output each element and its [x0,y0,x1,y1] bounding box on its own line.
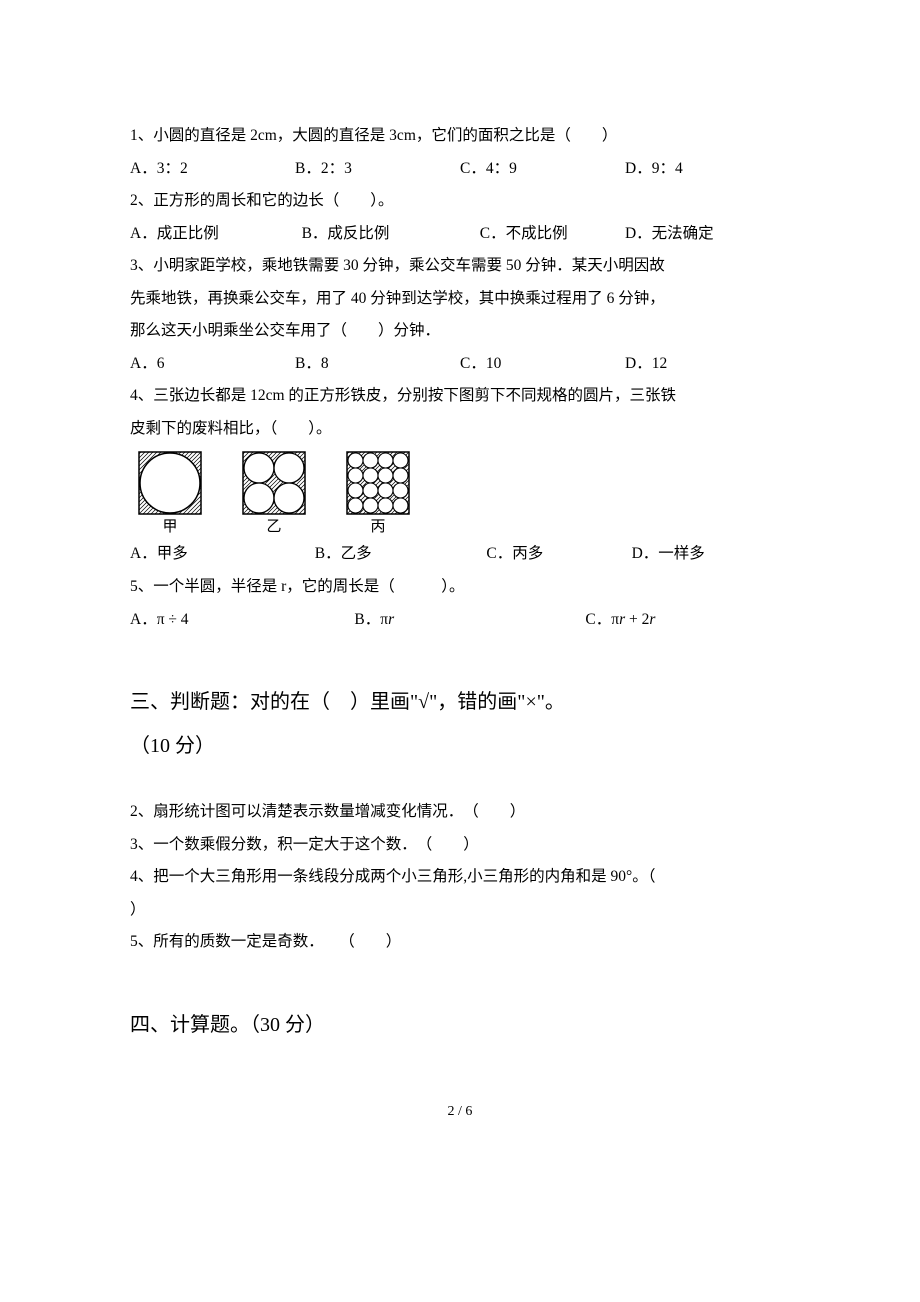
section-3-heading-l2: （10 分） [130,724,790,768]
q2-opt-a: A．成正比例 [130,218,302,251]
q4-line2: 皮剩下的废料相比，（ ）。 [130,413,790,446]
q1-opt-a: A．3：2 [130,153,295,186]
judge-4a: 4、把一个大三角形用一条线段分成两个小三角形,小三角形的内角和是 90°。（ [130,861,790,894]
square-one-circle-icon [138,451,202,515]
q2-opt-c: C．不成比例 [480,218,625,251]
q4-fig-yi-label: 乙 [266,517,281,538]
q5-opt-a: A．π ÷ 4 [130,604,354,637]
q3-options: A．6 B．8 C．10 D．12 [130,348,790,381]
q4-options: A．甲多 B．乙多 C．丙多 D．一样多 [130,538,790,571]
q4-opt-c: C．丙多 [486,538,631,571]
q5-opt-c: C．πr + 2r [585,604,790,637]
q2-text: 2、正方形的周长和它的边长（ ）。 [130,185,790,218]
judge-3: 3、一个数乘假分数，积一定大于这个数． （ ） [130,829,790,862]
judge-5: 5、所有的质数一定是奇数． （ ） [130,926,790,959]
q4-opt-b: B．乙多 [315,538,487,571]
q3-line2: 先乘地铁，再换乘公交车，用了 40 分钟到达学校，其中换乘过程用了 6 分钟， [130,283,790,316]
q3-opt-b: B．8 [295,348,460,381]
section-4-heading: 四、计算题。（30 分） [130,1003,790,1047]
q3-line1: 3、小明家距学校，乘地铁需要 30 分钟，乘公交车需要 50 分钟．某天小明因故 [130,250,790,283]
q3-line3: 那么这天小明乘坐公交车用了（ ）分钟． [130,315,790,348]
q3-opt-d: D．12 [625,348,790,381]
q1-text: 1、小圆的直径是 2cm，大圆的直径是 3cm，它们的面积之比是（ ） [130,120,790,153]
q4-opt-d: D．一样多 [632,538,790,571]
q4-fig-bing-label: 丙 [370,517,385,538]
page-footer: 2 / 6 [130,1097,790,1126]
q3-opt-c: C．10 [460,348,625,381]
q4-fig-jia: 甲 [138,451,202,538]
q5-options: A．π ÷ 4 B．πr C．πr + 2r [130,604,790,637]
q4-fig-bing: 丙 [346,451,410,538]
q1-opt-c: C．4：9 [460,153,625,186]
q1-options: A．3：2 B．2：3 C．4：9 D．9：4 [130,153,790,186]
q3-opt-a: A．6 [130,348,295,381]
q4-opt-a: A．甲多 [130,538,315,571]
judge-2: 2、扇形统计图可以清楚表示数量增减变化情况． （ ） [130,796,790,829]
judge-4b: ） [130,894,790,927]
q5-opt-b: B．πr [354,604,585,637]
section-3-heading: 三、判断题：对的在（ ）里画"√"，错的画"×"。 （10 分） [130,680,790,768]
q5-text: 5、一个半圆，半径是 r，它的周长是（ ）。 [130,571,790,604]
q4-fig-yi: 乙 [242,451,306,538]
q2-opt-b: B．成反比例 [302,218,480,251]
square-four-circles-icon [242,451,306,515]
q2-opt-d: D．无法确定 [625,218,790,251]
q4-fig-jia-label: 甲 [162,517,177,538]
square-sixteen-circles-icon [346,451,410,515]
q1-opt-b: B．2：3 [295,153,460,186]
section-3-heading-l1: 三、判断题：对的在（ ）里画"√"，错的画"×"。 [130,680,790,724]
q4-line1: 4、三张边长都是 12cm 的正方形铁皮，分别按下图剪下不同规格的圆片，三张铁 [130,380,790,413]
q1-opt-d: D．9：4 [625,153,790,186]
q2-options: A．成正比例 B．成反比例 C．不成比例 D．无法确定 [130,218,790,251]
q4-figures: 甲 乙 [130,445,790,538]
